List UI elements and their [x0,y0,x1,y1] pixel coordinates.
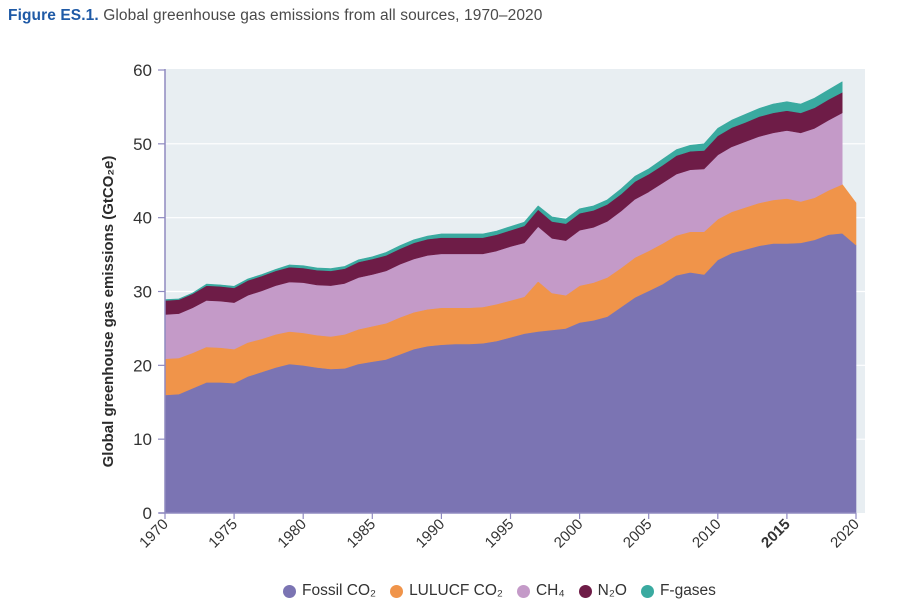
legend: Fossil CO₂ LULUCF CO₂ CH₄ N₂O F-gases [283,582,730,600]
x-tick-label: 2000 [551,516,587,552]
legend-label: Fossil CO₂ [302,582,377,599]
legend-item-n-o: N₂O [578,582,627,600]
y-tick-label: 0 [143,504,152,523]
area-f-gases [164,81,843,301]
y-tick-label: 50 [133,135,152,154]
legend-swatch-icon [640,584,654,598]
x-tick-label: 1995 [482,516,518,552]
y-tick-label: 10 [133,430,152,449]
y-tick-label: 40 [133,209,152,228]
x-tick-label: 2010 [689,516,725,552]
x-tick-label: 1990 [413,516,449,552]
legend-label: CH₄ [535,582,565,599]
legend-swatch-icon [578,584,592,598]
x-tick-label: 2020 [827,516,863,552]
legend-label: N₂O [597,582,627,599]
x-tick-label: 2015 [758,516,794,552]
figure-caption: Figure ES.1. Global greenhouse gas emiss… [8,7,542,25]
legend-swatch-icon [516,584,530,598]
x-tick-label: 1980 [274,516,310,552]
legend-item-fossil-co: Fossil CO₂ [283,582,376,600]
legend-swatch-icon [390,584,404,598]
x-tick-label: 1975 [205,516,241,552]
x-tick-label: 2005 [620,516,656,552]
y-tick-label: 60 [133,61,152,80]
legend-label: F-gases [659,582,716,599]
y-axis-label: Global greenhouse gas emissions (GtCO₂e) [100,156,117,468]
figure-label: Figure ES.1. [8,7,99,24]
legend-item-ch: CH₄ [516,582,565,600]
legend-label: LULUCF CO₂ [409,582,503,599]
legend-item-lulucf-co: LULUCF CO₂ [390,582,503,600]
y-tick-label: 30 [133,283,152,302]
figure-caption-text: Global greenhouse gas emissions from all… [98,7,543,24]
y-tick-label: 20 [133,356,152,375]
x-tick-label: 1985 [344,516,380,552]
legend-item-f-gases: F-gases [640,582,716,600]
legend-swatch-icon [283,584,296,598]
